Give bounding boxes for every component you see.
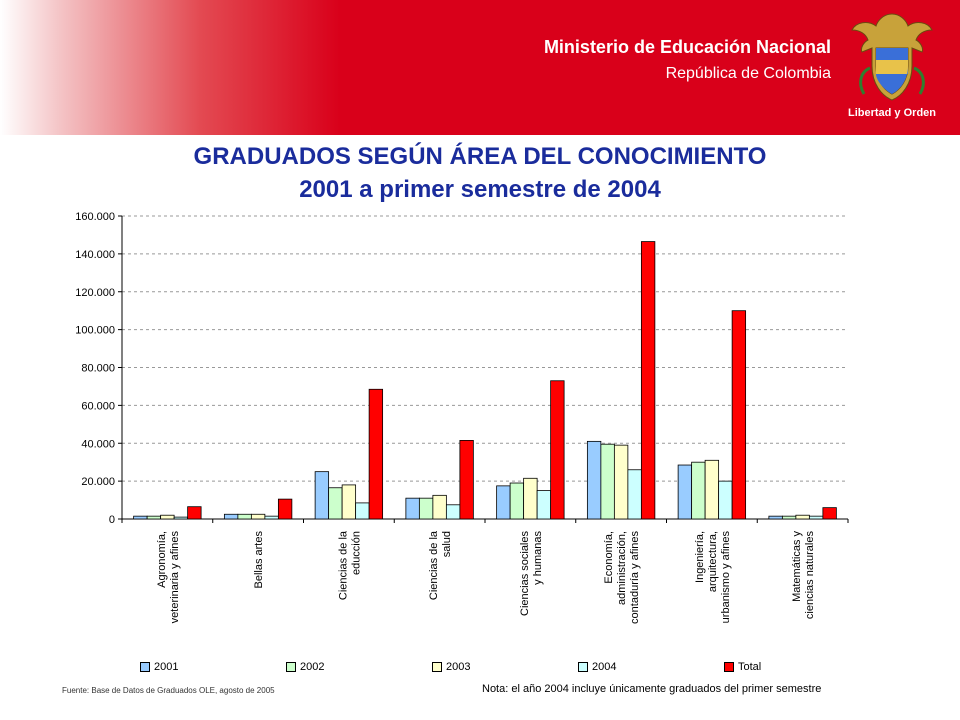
bar-total [368,388,384,520]
bar-2001 [496,485,511,520]
bar-2001 [314,471,330,520]
x-category-label: Agronomía, [156,531,168,588]
y-tick-label: 40.000 [81,438,115,450]
y-tick-label: 0 [109,514,115,526]
legend-swatch [286,662,296,672]
bar-total [731,310,747,520]
bar-total [187,506,202,520]
legend-item-total: Total [724,660,761,674]
y-tick-label: 160.000 [75,211,115,223]
x-category-label: ciencias naturales [804,531,816,620]
bar-2003 [432,494,447,520]
y-tick-label: 140.000 [75,249,115,261]
legend-swatch [432,662,442,672]
bar-2003 [523,477,538,520]
bar-2002 [509,482,525,520]
x-category-label: administración, [616,531,628,605]
legend-item-2003: 2003 [432,660,470,674]
bar-2003 [795,514,810,520]
bar-2004 [264,515,279,520]
seal-motto: Libertad y Orden [848,107,936,119]
x-category-label: arquitectura, [707,531,719,592]
bar-total [550,380,565,520]
bar-total [459,440,474,520]
bar-2002 [600,443,615,520]
legend-item-2004: 2004 [578,660,616,674]
bar-2001 [405,497,420,520]
bar-2001 [133,515,148,520]
legend-label: 2001 [154,661,179,673]
republic-name: República de Colombia [665,65,831,82]
bar-2004 [627,469,642,520]
bar-2004 [808,515,824,520]
legend-item-2001: 2001 [140,660,178,674]
legend-swatch [724,662,734,672]
bar-2004 [445,504,461,520]
x-category-label: Matemáticas y [791,531,803,602]
x-category-label: Ciencias sociales [519,531,531,616]
chart-title-line-1: GRADUADOS SEGÚN ÁREA DEL CONOCIMIENTO [193,143,767,170]
x-category-label: Ciencias de la [428,530,440,600]
x-category-label: Ciencias de la [337,530,349,600]
y-tick-label: 80.000 [81,363,115,375]
bar-2003 [704,459,720,520]
legend-item-2002: 2002 [286,660,324,674]
bar-2002 [328,487,343,520]
bar-2004 [173,516,189,520]
bar-chart: 0 20.000 40.000 60.000 80.000 100.000 120.000 1… [75,211,849,624]
bar-2004 [536,490,552,520]
y-tick-label: 20.000 [81,476,115,488]
x-category-label: Economía, [603,531,615,584]
bar-2002 [418,497,434,520]
header-banner [0,0,960,135]
x-category-label: Bellas artes [253,531,265,589]
bar-total [640,241,656,520]
x-category-label: y humanas [532,531,544,585]
bar-2001 [223,513,239,520]
bar-total [277,498,293,520]
y-tick-label: 120.000 [75,287,115,299]
x-category-label: educción [350,531,362,575]
legend-label: 2004 [592,661,617,673]
x-category-label: contaduría y afines [629,531,641,624]
footnote: Nota: el año 2004 incluye únicamente gra… [482,683,822,695]
source-note: Fuente: Base de Datos de Graduados OLE, … [62,686,275,695]
x-category-label: Ingeniería, [694,531,706,583]
bar-total [822,507,837,520]
bar-2001 [586,440,602,520]
legend-swatch [140,662,150,672]
bar-2003 [613,444,629,520]
legend-label: 2002 [300,661,325,673]
bar-2002 [237,513,252,520]
legend-swatch [578,662,588,672]
x-category-label: veterinaria y afines [169,531,181,624]
bar-2002 [691,461,706,520]
bar-2002 [146,515,162,520]
bar-2002 [781,515,797,520]
ministry-name: Ministerio de Educación Nacional [543,37,831,57]
chart-title-line-2: 2001 a primer semestre de 2004 [299,176,661,203]
colombia-coat-of-arms-icon: Libertad y Orden [848,13,936,119]
y-tick-label: 60.000 [81,400,115,412]
chart-legend: 2001 2002 2003 2004 Total [140,660,870,674]
bar-2004 [718,480,733,520]
x-category-label: urbanismo y afines [720,531,732,624]
legend-label: 2003 [446,661,471,673]
bar-2004 [355,502,370,520]
y-tick-label: 100.000 [75,325,115,337]
bar-2003 [250,513,266,520]
x-category-label: salud [441,531,453,557]
bar-2003 [341,484,357,520]
bar-2001 [677,464,693,520]
legend-label: Total [738,661,762,673]
bar-2001 [768,515,783,520]
bar-2003 [160,514,175,520]
